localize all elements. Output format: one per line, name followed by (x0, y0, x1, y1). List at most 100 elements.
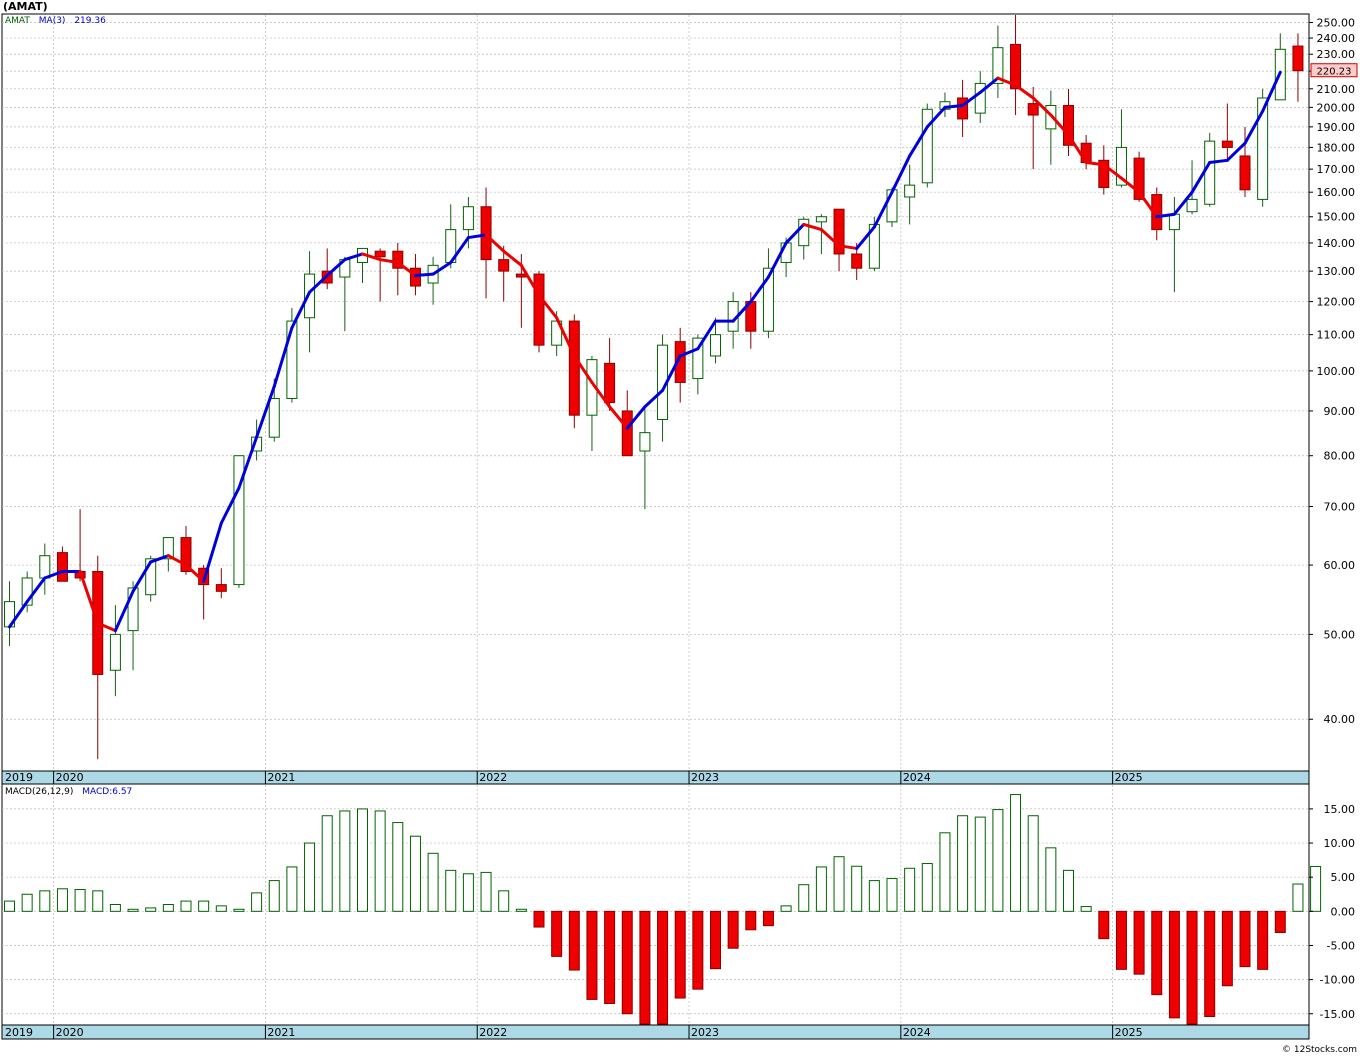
ma-segment (1067, 133, 1088, 164)
ma-segment (1261, 70, 1282, 113)
candle (921, 103, 933, 188)
macd-bar (1168, 910, 1180, 1019)
candle (233, 455, 245, 588)
candle-body (480, 206, 492, 261)
ma-segment (766, 241, 788, 279)
ma-segment (449, 236, 470, 264)
macd-tick-label: 5.00 (1331, 871, 1356, 884)
macd-bar (1063, 869, 1074, 912)
candle (833, 208, 845, 272)
candle-body (145, 558, 157, 596)
year-label: 2019 (5, 771, 33, 784)
macd-bar (21, 893, 33, 912)
year-label: 2021 (267, 1026, 295, 1039)
ma-segment (555, 316, 576, 358)
ma-segment (643, 388, 665, 409)
price-tick-label: 190.00 (1317, 121, 1356, 134)
candle (904, 164, 916, 225)
price-tick-label: 210.00 (1317, 83, 1356, 96)
price-tick-label: 140.00 (1317, 237, 1356, 250)
macd-bar (674, 910, 686, 999)
candle (392, 242, 404, 296)
macd-bar (957, 815, 969, 912)
ma-segment (590, 380, 612, 409)
ma-segment (131, 560, 153, 593)
macd-panel (1, 783, 1310, 1026)
ma-segment (1137, 190, 1159, 219)
macd-tick-label: -5.00 (1327, 939, 1355, 952)
price-tick-label: 160.00 (1317, 186, 1356, 199)
ma-segment (502, 249, 523, 267)
year-label: 2025 (1115, 1026, 1143, 1039)
macd-tick-label: -15.00 (1320, 1008, 1355, 1021)
ma-segment (1225, 141, 1247, 162)
ma-segment (961, 90, 982, 107)
macd-bar (268, 880, 280, 912)
macd-date-strip (1, 1024, 1310, 1040)
macd-bar (533, 910, 545, 928)
ma-segment (1172, 190, 1194, 216)
candle (621, 390, 633, 457)
candle-body (639, 432, 651, 452)
macd-bar (392, 822, 404, 912)
macd-bar (1257, 910, 1269, 970)
candle (992, 25, 1004, 98)
ma-segment (678, 347, 700, 358)
ma-segment (731, 300, 753, 323)
macd-bar (233, 908, 245, 912)
candle-body (798, 218, 810, 247)
macd-bar (357, 808, 368, 912)
candle-body (109, 633, 121, 671)
macd-bar (1133, 910, 1145, 975)
ma-segment (1084, 160, 1106, 167)
candle (109, 605, 121, 697)
macd-legend: MACD(26,12,9) MACD:6.57 (5, 787, 132, 797)
candle-body (1204, 140, 1216, 205)
macd-bar (586, 910, 598, 1000)
ma-segment (1243, 109, 1265, 145)
macd-bar (1292, 883, 1304, 912)
price-legend: AMAT MA(3) 219.36 (5, 16, 106, 26)
candle (762, 248, 774, 339)
ma-segment (166, 554, 188, 567)
candle-body (215, 584, 227, 592)
ma-segment (837, 244, 859, 250)
ma-segment (343, 252, 364, 262)
candle-body (1257, 97, 1269, 200)
ma-segment (519, 263, 541, 297)
price-tick-label: 90.00 (1324, 405, 1356, 418)
macd-bar (974, 816, 986, 912)
ma-segment (996, 76, 1018, 87)
year-label: 2023 (691, 771, 719, 784)
ma-segment (43, 569, 64, 580)
candle-body (21, 577, 33, 606)
macd-bar (1027, 815, 1039, 912)
candle-body (833, 208, 845, 255)
ma-segment (8, 600, 29, 629)
macd-tick-label: 15.00 (1324, 803, 1356, 816)
candle-body (1063, 104, 1074, 146)
candle-body (533, 273, 545, 346)
candle-body (56, 552, 68, 582)
ma-segment (608, 405, 629, 430)
candle (1027, 87, 1039, 170)
candle-body (904, 184, 916, 198)
macd-bar (92, 890, 104, 912)
macd-bar (180, 900, 192, 912)
candle (974, 71, 986, 123)
ma-segment (149, 554, 170, 564)
ma-segment (537, 293, 559, 320)
year-label: 2023 (691, 1026, 719, 1039)
candle-body (568, 320, 580, 416)
candle-body (1133, 157, 1145, 200)
macd-bar (1045, 847, 1057, 912)
macd-bar (921, 863, 933, 912)
macd-bar (215, 905, 227, 912)
macd-bar (39, 890, 51, 912)
last-price-label: 220.23 (1317, 67, 1352, 78)
moving-average-line (8, 70, 1282, 633)
ma-segment (396, 260, 417, 278)
macd-bar (339, 810, 351, 912)
ma-segment (431, 260, 453, 276)
macd-bar (745, 910, 757, 931)
